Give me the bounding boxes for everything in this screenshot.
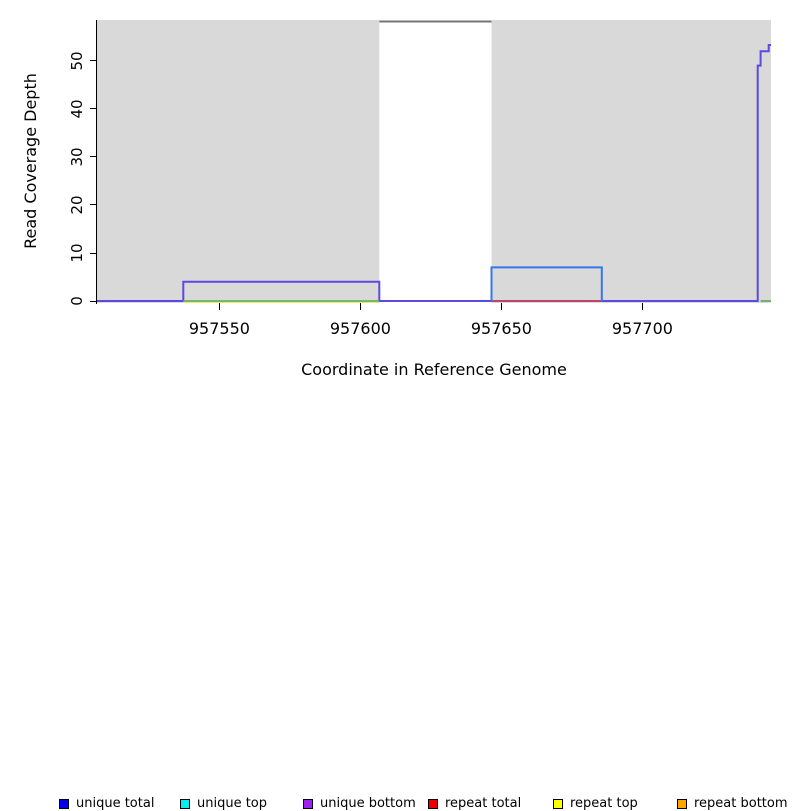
y-tick-mark [90, 156, 97, 158]
x-tick-label: 957600 [329, 319, 391, 338]
y-axis-title: Read Coverage Depth [21, 73, 40, 249]
y-tick-mark [90, 108, 97, 110]
x-tick-label: 957650 [470, 319, 532, 338]
y-tick-label: 20 [68, 195, 86, 215]
legend-swatch-unique-bottom [303, 799, 313, 809]
x-axis-title: Coordinate in Reference Genome [301, 360, 567, 379]
plot-area [97, 20, 771, 303]
y-axis-line [96, 20, 97, 304]
y-tick-label: 0 [68, 296, 86, 306]
legend-swatch-unique-top [180, 799, 190, 809]
x-tick-mark [500, 303, 502, 310]
coverage-plot-figure: 0 10 20 30 40 50 957550 957600 957650 957700 Read… [0, 20, 792, 811]
y-tick-label: 30 [68, 147, 86, 167]
x-tick-mark [359, 303, 361, 310]
legend: unique total unique top unique bottom repea… [0, 396, 792, 811]
legend-label-unique-top: unique top [197, 796, 268, 811]
x-tick-mark [218, 303, 220, 310]
legend-swatch-unique-total [59, 799, 69, 809]
x-tick-label: 957550 [188, 319, 250, 338]
x-tick-label: 957700 [611, 319, 673, 338]
y-tick-label: 40 [68, 99, 86, 119]
unshaded-region [379, 20, 492, 303]
y-tick-label: 50 [68, 51, 86, 71]
series-unique-total-step [490, 266, 603, 301]
y-tick-mark [90, 60, 97, 62]
legend-swatch-repeat-total [428, 799, 438, 809]
legend-label-repeat-top: repeat top [570, 796, 638, 811]
legend-swatch-repeat-top [553, 799, 563, 809]
y-tick-mark [90, 204, 97, 206]
legend-label-unique-total: unique total [76, 796, 155, 811]
legend-swatch-repeat-bottom [677, 799, 687, 809]
legend-label-repeat-total: repeat total [445, 796, 522, 811]
legend-label-unique-bottom: unique bottom [320, 796, 416, 811]
x-tick-mark [641, 303, 643, 310]
y-tick-mark [90, 300, 97, 302]
legend-label-repeat-bottom: repeat bottom [694, 796, 788, 811]
series-unique-bottom-step [97, 44, 771, 302]
y-tick-mark [90, 252, 97, 254]
y-tick-label: 10 [68, 243, 86, 263]
plot-canvas [97, 20, 771, 303]
